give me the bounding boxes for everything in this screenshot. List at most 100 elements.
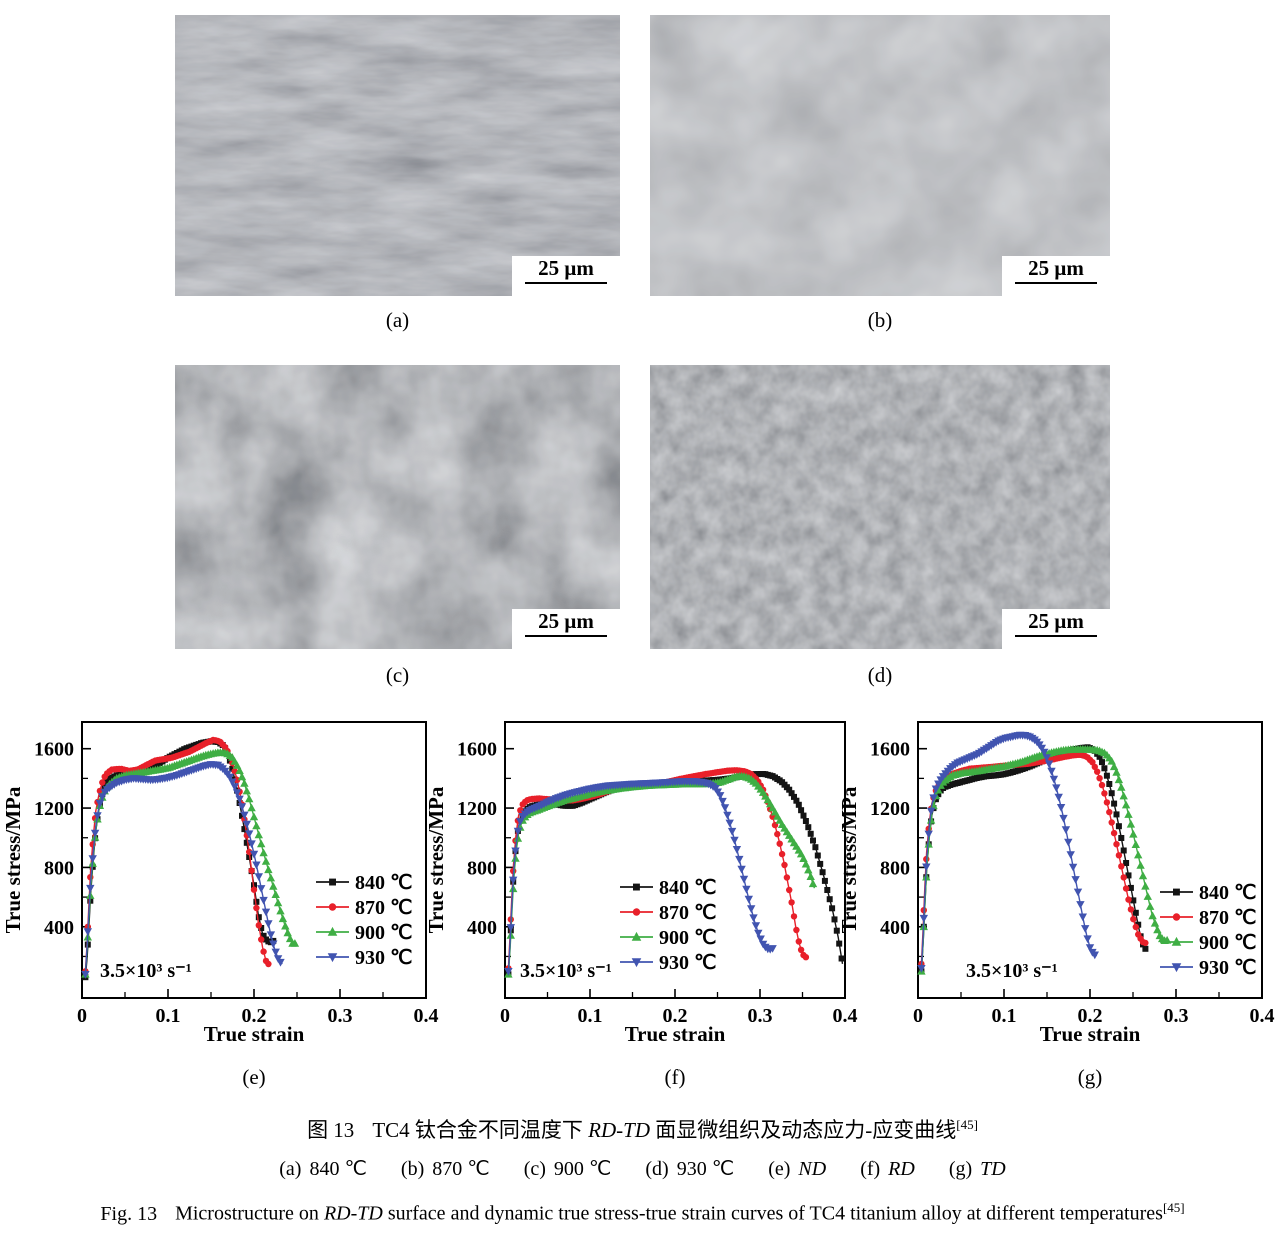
svg-text:0.2: 0.2 xyxy=(663,1005,688,1027)
legend-label: 930 ℃ xyxy=(1199,957,1256,979)
svg-text:0.1: 0.1 xyxy=(992,1005,1017,1027)
caption-chinese-post: 面显微组织及动态应力-应变曲线 xyxy=(650,1118,957,1142)
scale-bar-a-text: 25 μm xyxy=(538,256,594,280)
svg-text:1200: 1200 xyxy=(457,798,497,820)
panel-label-d: (d) xyxy=(867,663,893,687)
svg-text:1600: 1600 xyxy=(457,739,497,761)
series-930℃ xyxy=(504,778,777,976)
caption-subitems: (a) 840 ℃ (b) 870 ℃ (c) 900 ℃ (d) 930 ℃ (e) ND (f)… xyxy=(0,1155,1285,1183)
subcaption-item: (d) 930 ℃ xyxy=(645,1158,735,1180)
series-930℃ xyxy=(81,761,285,979)
panel-label-b: (b) xyxy=(867,308,893,332)
panel-label-a: (a) xyxy=(385,308,410,332)
micrograph-d-image xyxy=(650,365,1110,649)
legend: 840 ℃ 870 ℃ 900 ℃ 930 ℃ xyxy=(620,877,716,974)
svg-text:0.1: 0.1 xyxy=(156,1005,181,1027)
svg-text:1200: 1200 xyxy=(870,798,910,820)
scale-bar-b: 25 μm xyxy=(1002,256,1110,296)
scale-bar-a-line xyxy=(525,282,607,284)
caption-english-post: surface and dynamic true stress-true str… xyxy=(382,1202,1163,1225)
svg-text:0.2: 0.2 xyxy=(1078,1005,1103,1027)
subcaption-item: (g) TD xyxy=(948,1158,1006,1180)
x-axis-label: True strain xyxy=(1040,1022,1141,1046)
scale-bar-a: 25 μm xyxy=(512,256,620,296)
svg-text:1600: 1600 xyxy=(34,739,74,761)
chart-panel-e: 0 0.1 0.2 0.3 0.4 400 800 1200 1600 True strain Tr… xyxy=(1,721,439,1089)
caption-chinese-pre: TC4 钛合金不同温度下 xyxy=(372,1118,589,1142)
scale-bar-d-line xyxy=(1015,635,1097,637)
micrograph-c-image xyxy=(175,365,620,649)
series-930℃ xyxy=(917,731,1099,973)
micrograph-b-image xyxy=(650,15,1110,296)
stress-strain-charts: 0 0.1 0.2 0.3 0.4 400 800 1200 1600 True strain Tr… xyxy=(1,721,1275,1089)
panel-label-c: (c) xyxy=(385,663,410,687)
legend-label: 840 ℃ xyxy=(659,877,716,899)
series-870℃ xyxy=(82,736,272,975)
chart-panel-f: 0 0.1 0.2 0.3 0.4 400 800 1200 1600 True strain Tr… xyxy=(424,721,858,1089)
legend-label: 840 ℃ xyxy=(1199,882,1256,904)
scale-bar-c-text: 25 μm xyxy=(538,609,594,633)
svg-text:1200: 1200 xyxy=(34,798,74,820)
svg-text:0.3: 0.3 xyxy=(328,1005,353,1027)
caption-english-pre: Microstructure on xyxy=(175,1202,324,1225)
chart-panel-g: 0 0.1 0.2 0.3 0.4 400 800 1200 1600 True strain Tr… xyxy=(837,721,1275,1089)
chart-frame xyxy=(81,721,427,999)
svg-text:400: 400 xyxy=(880,917,910,939)
micrograph-b: 25 μm xyxy=(650,15,1110,296)
svg-text:0.4: 0.4 xyxy=(414,1005,439,1027)
caption-english-ref: [45] xyxy=(1162,1200,1185,1215)
svg-text:0.4: 0.4 xyxy=(1250,1005,1275,1027)
svg-text:0.3: 0.3 xyxy=(748,1005,773,1027)
svg-text:400: 400 xyxy=(467,917,497,939)
caption-english-italic: RD-TD xyxy=(323,1202,383,1225)
svg-text:0.1: 0.1 xyxy=(578,1005,603,1027)
legend-label: 900 ℃ xyxy=(659,927,716,949)
caption-chinese-italic: RD-TD xyxy=(588,1118,650,1142)
scale-bar-b-line xyxy=(1015,282,1097,284)
subcaption-item: (f) RD xyxy=(860,1158,915,1180)
strain-rate-annotation: 3.5×10³ s⁻¹ xyxy=(966,960,1058,982)
strain-rate-annotation: 3.5×10³ s⁻¹ xyxy=(100,960,192,982)
subcaption-item: (a) 840 ℃ xyxy=(279,1158,367,1180)
svg-text:800: 800 xyxy=(467,857,497,879)
legend: 840 ℃ 870 ℃ 900 ℃ 930 ℃ xyxy=(1160,882,1256,979)
strain-rate-annotation: 3.5×10³ s⁻¹ xyxy=(520,960,612,982)
caption-english: Fig. 13 Microstructure on RD-TD surface a… xyxy=(0,1194,1285,1228)
svg-text:800: 800 xyxy=(44,857,74,879)
legend-label: 870 ℃ xyxy=(659,902,716,924)
svg-text:0: 0 xyxy=(500,1005,510,1027)
chart-panel-label: (g) xyxy=(1078,1065,1103,1089)
caption-chinese-ref: [45] xyxy=(956,1117,978,1132)
series-900℃ xyxy=(81,748,300,978)
scale-bar-b-text: 25 μm xyxy=(1028,256,1084,280)
legend-label: 930 ℃ xyxy=(355,947,412,969)
chart-panel-label: (e) xyxy=(242,1065,265,1089)
y-axis-label: True stress/MPa xyxy=(424,786,448,933)
micrograph-c: 25 μm xyxy=(175,365,620,649)
svg-text:1600: 1600 xyxy=(870,739,910,761)
svg-text:0: 0 xyxy=(77,1005,87,1027)
svg-text:0: 0 xyxy=(913,1005,923,1027)
scale-bar-c: 25 μm xyxy=(512,609,620,649)
micrograph-a-image xyxy=(175,15,620,296)
legend-label: 900 ℃ xyxy=(1199,932,1256,954)
x-axis-label: True strain xyxy=(204,1022,305,1046)
x-axis-label: True strain xyxy=(625,1022,726,1046)
micrograph-a: 25 μm xyxy=(175,15,620,296)
legend-label: 840 ℃ xyxy=(355,872,412,894)
scale-bar-d: 25 μm xyxy=(1002,609,1110,649)
chart-frame xyxy=(504,721,846,999)
chart-frame xyxy=(917,721,1263,999)
y-axis-label: True stress/MPa xyxy=(837,786,861,933)
scale-bar-d-text: 25 μm xyxy=(1028,609,1084,633)
legend-label: 870 ℃ xyxy=(1199,907,1256,929)
y-axis-label: True stress/MPa xyxy=(1,786,25,933)
legend-label: 930 ℃ xyxy=(659,952,716,974)
svg-text:400: 400 xyxy=(44,917,74,939)
subcaption-item: (c) 900 ℃ xyxy=(523,1158,612,1180)
micrograph-d: 25 μm xyxy=(650,365,1110,649)
svg-text:0.2: 0.2 xyxy=(242,1005,267,1027)
svg-text:800: 800 xyxy=(880,857,910,879)
svg-text:0.3: 0.3 xyxy=(1164,1005,1189,1027)
